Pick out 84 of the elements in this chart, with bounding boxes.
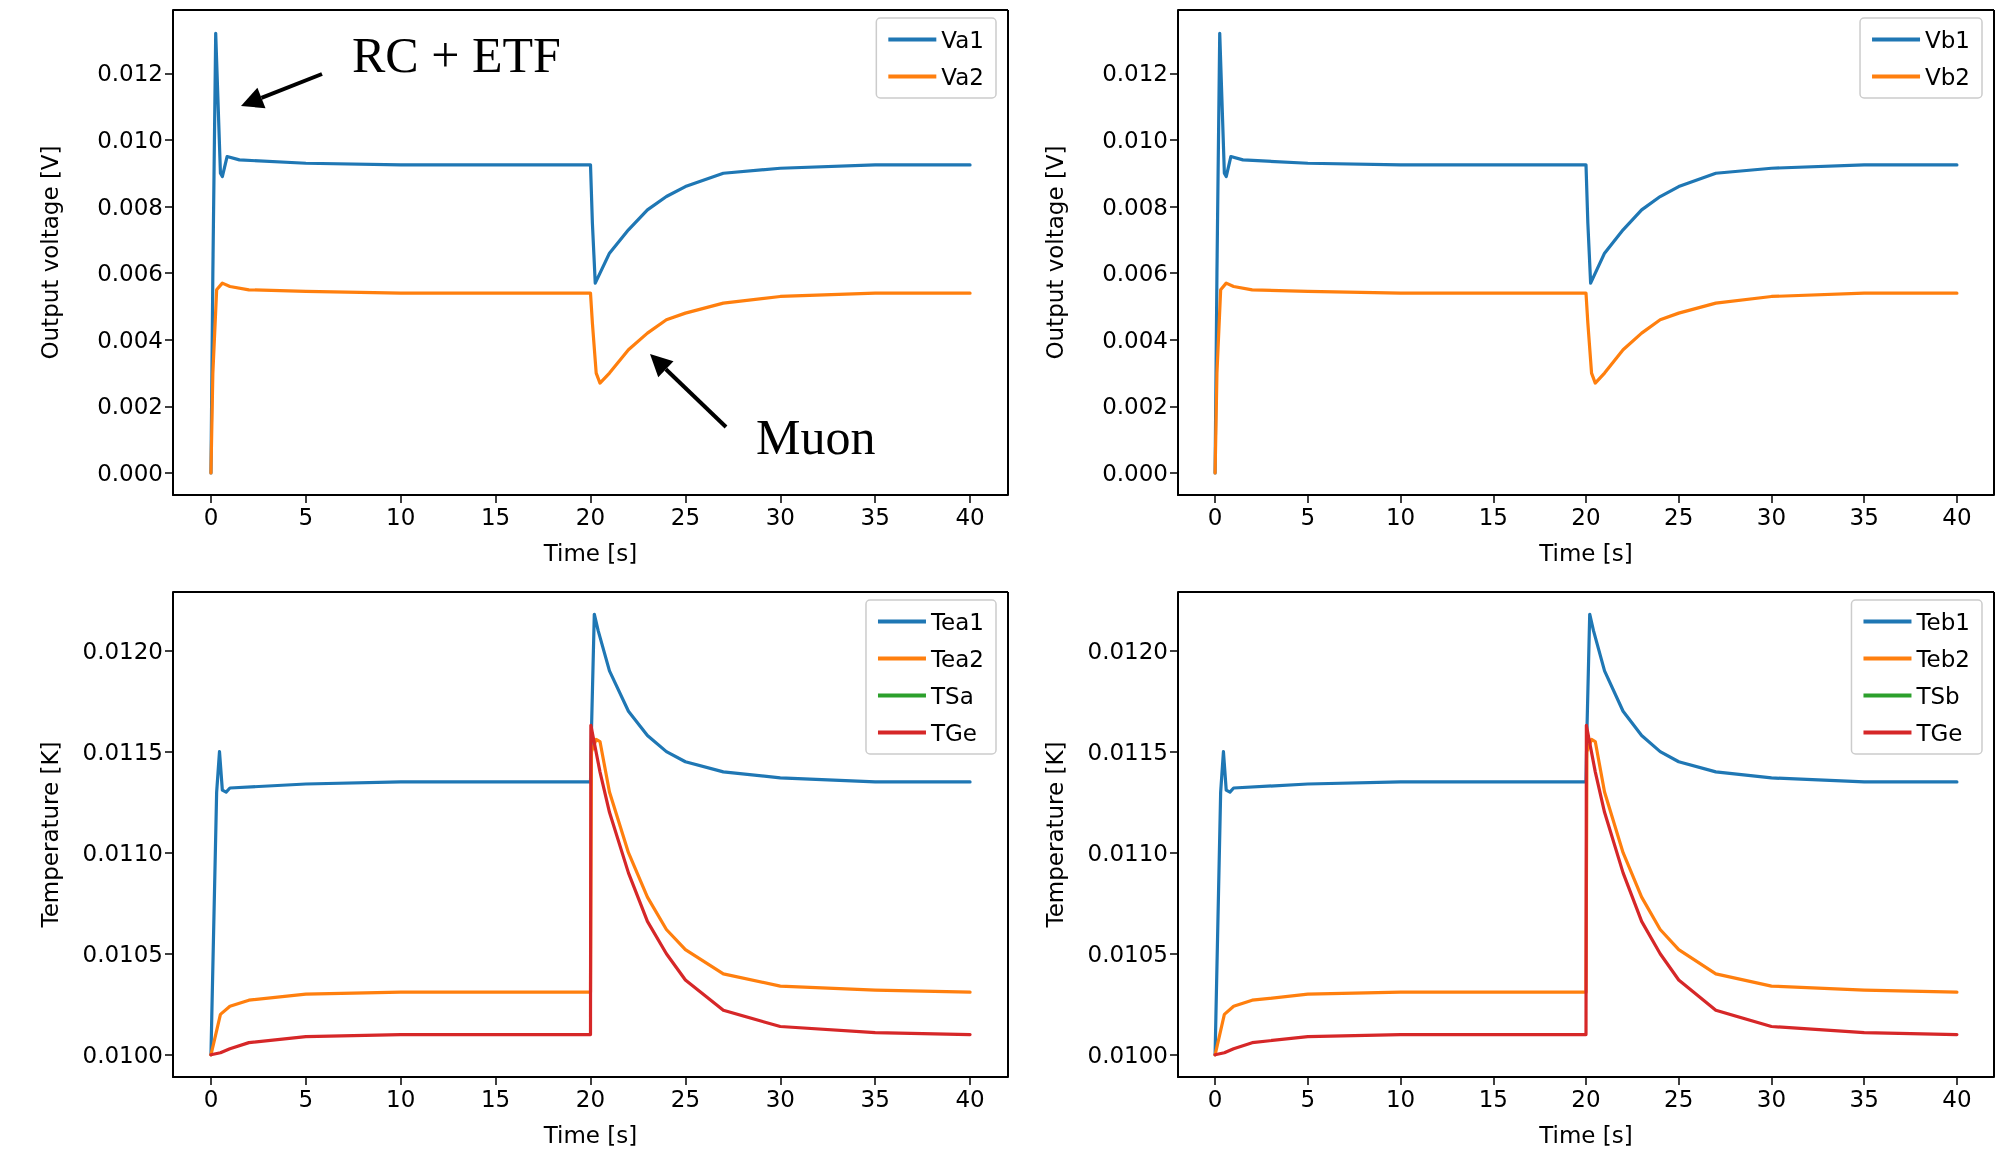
x-tick-label: 5 (298, 503, 314, 530)
y-tick-label: 0.002 (97, 393, 163, 420)
legend-label: Teb1 (1915, 608, 1971, 635)
x-tick-label: 15 (1478, 1085, 1508, 1112)
x-tick-label: 0 (1207, 1085, 1223, 1112)
y-tick-label: 0.0110 (82, 839, 163, 866)
legend-label: TGe (929, 719, 978, 746)
y-tick-label: 0.010 (1102, 126, 1168, 153)
y-tick-label: 0.000 (97, 460, 163, 487)
y-tick-label: 0.002 (1102, 393, 1168, 420)
x-tick-label: 15 (480, 503, 511, 530)
legend-label: Vb2 (1925, 63, 1970, 90)
x-tick-label: 5 (1300, 1085, 1316, 1112)
x-tick-label: 5 (1300, 503, 1316, 530)
x-tick-label: 5 (298, 1085, 314, 1112)
y-tick-label: 0.0120 (82, 637, 163, 664)
x-tick-label: 10 (1385, 503, 1416, 530)
legend-label: Va1 (941, 26, 985, 53)
x-tick-label: 30 (765, 503, 795, 530)
x-tick-label: 20 (575, 503, 606, 530)
y-tick-label: 0.012 (97, 60, 163, 87)
y-tick-label: 0.0110 (1087, 839, 1168, 866)
y-axis-title: Temperature [K] (1041, 741, 1068, 929)
x-tick-label: 10 (386, 503, 416, 530)
x-tick-label: 30 (1756, 1085, 1787, 1112)
legend-label: Vb1 (1925, 26, 1970, 53)
annotation: Muon (756, 409, 876, 465)
x-tick-label: 40 (955, 503, 985, 530)
y-axis-title: Output voltage [V] (36, 145, 63, 360)
x-tick-label: 40 (1942, 503, 1972, 530)
x-tick-label: 40 (955, 1085, 985, 1112)
x-tick-label: 35 (860, 503, 890, 530)
y-tick-label: 0.006 (97, 260, 163, 287)
x-tick-label: 10 (386, 1085, 416, 1112)
y-tick-label: 0.0100 (82, 1041, 163, 1068)
y-tick-label: 0.0115 (82, 738, 163, 765)
legend-label: Tea1 (929, 608, 985, 635)
x-axis-title: Time [s] (542, 539, 638, 566)
legend-label: TGe (1915, 719, 1963, 746)
y-tick-label: 0.0115 (1087, 738, 1168, 765)
x-tick-label: 15 (1478, 503, 1508, 530)
x-tick-label: 0 (203, 1085, 219, 1112)
y-tick-label: 0.010 (97, 126, 163, 153)
y-tick-label: 0.0120 (1087, 637, 1168, 664)
x-tick-label: 35 (1849, 503, 1879, 530)
y-tick-label: 0.0105 (82, 940, 163, 967)
y-axis-title: Temperature [K] (36, 741, 63, 929)
x-tick-label: 25 (1664, 1085, 1694, 1112)
y-tick-label: 0.000 (1102, 460, 1168, 487)
x-tick-label: 20 (1571, 503, 1601, 530)
x-tick-label: 30 (1756, 503, 1787, 530)
x-tick-label: 35 (1849, 1085, 1879, 1112)
legend-label: TSa (929, 682, 974, 709)
x-tick-label: 30 (765, 1085, 795, 1112)
x-tick-label: 25 (670, 1085, 701, 1112)
x-tick-label: 40 (1942, 1085, 1972, 1112)
y-tick-label: 0.012 (1102, 60, 1168, 87)
x-tick-label: 0 (1207, 503, 1223, 530)
line-series (1213, 281, 1959, 475)
x-tick-label: 25 (1664, 503, 1694, 530)
x-tick-label: 15 (480, 1085, 511, 1112)
legend-label: TSb (1915, 682, 1960, 709)
x-tick-label: 20 (575, 1085, 606, 1112)
x-axis-title: Time [s] (542, 1121, 638, 1148)
x-tick-label: 25 (670, 503, 701, 530)
y-tick-label: 0.004 (97, 326, 163, 353)
x-tick-label: 0 (203, 503, 219, 530)
annotation: RC + ETF (352, 27, 561, 83)
y-axis-title: Output voltage [V] (1041, 145, 1068, 360)
legend-label: Tea2 (929, 645, 985, 672)
y-tick-label: 0.008 (1102, 193, 1168, 220)
y-tick-label: 0.008 (97, 193, 163, 220)
x-tick-label: 20 (1571, 1085, 1601, 1112)
legend-label: Teb2 (1915, 645, 1971, 672)
legend-label: Va2 (941, 63, 985, 90)
y-tick-label: 0.006 (1102, 260, 1168, 287)
x-tick-label: 35 (860, 1085, 890, 1112)
y-tick-label: 0.0100 (1087, 1041, 1168, 1068)
x-axis-title: Time [s] (1538, 1121, 1633, 1148)
x-axis-title: Time [s] (1538, 539, 1633, 566)
y-tick-label: 0.0105 (1087, 940, 1168, 967)
y-tick-label: 0.004 (1102, 326, 1168, 353)
line-series (209, 281, 972, 475)
x-tick-label: 10 (1385, 1085, 1416, 1112)
